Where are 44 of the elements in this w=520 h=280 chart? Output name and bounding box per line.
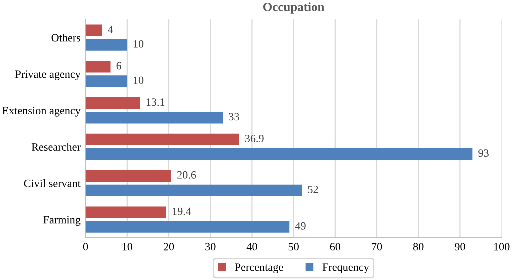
bar xyxy=(86,221,290,233)
data-label: 6 xyxy=(116,62,122,70)
x-tick-label: 10 xyxy=(122,243,133,251)
y-tick-label: Others xyxy=(52,34,81,42)
y-tick-label: Researcher xyxy=(32,143,81,151)
data-label: 10 xyxy=(134,76,144,84)
bar xyxy=(86,134,240,146)
bar xyxy=(86,97,140,110)
data-label: 93 xyxy=(478,150,489,158)
y-tick-label: Farming xyxy=(44,216,81,226)
bar xyxy=(86,170,172,182)
x-tick-label: 20 xyxy=(164,243,174,251)
data-label: 33 xyxy=(229,113,240,121)
data-label: 49 xyxy=(295,222,306,230)
x-tick-label: 40 xyxy=(246,243,258,251)
legend-label: Frequency xyxy=(322,264,370,274)
x-tick-label: 30 xyxy=(206,243,216,251)
data-label: 52 xyxy=(308,186,318,194)
y-tick-label: Civil servant xyxy=(24,180,81,188)
bar xyxy=(86,148,473,160)
y-tick-label: Private agency xyxy=(16,70,81,80)
data-label: 20.6 xyxy=(178,171,196,179)
bar xyxy=(86,76,128,88)
bar xyxy=(86,112,224,124)
data-label: 13.1 xyxy=(146,98,165,106)
x-tick-label: 60 xyxy=(330,243,341,251)
bar xyxy=(86,24,102,36)
y-tick-label: Extension agency xyxy=(2,107,81,117)
bar xyxy=(86,39,128,51)
data-label: 19.4 xyxy=(173,208,192,216)
data-label: 4 xyxy=(108,26,114,34)
x-tick-label: 80 xyxy=(413,243,424,251)
bar xyxy=(86,206,167,218)
x-tick-label: 90 xyxy=(455,243,466,251)
x-tick-label: 100 xyxy=(494,243,510,251)
legend-label: Percentage xyxy=(235,264,284,274)
chart-title: Occupation xyxy=(264,2,325,14)
data-label: 10 xyxy=(134,40,144,48)
data-label: 36.9 xyxy=(245,135,264,143)
x-tick-label: 50 xyxy=(288,243,299,251)
bar xyxy=(86,184,302,197)
bar xyxy=(86,61,111,73)
x-tick-label: 0 xyxy=(83,243,88,251)
x-tick-label: 70 xyxy=(372,243,382,251)
